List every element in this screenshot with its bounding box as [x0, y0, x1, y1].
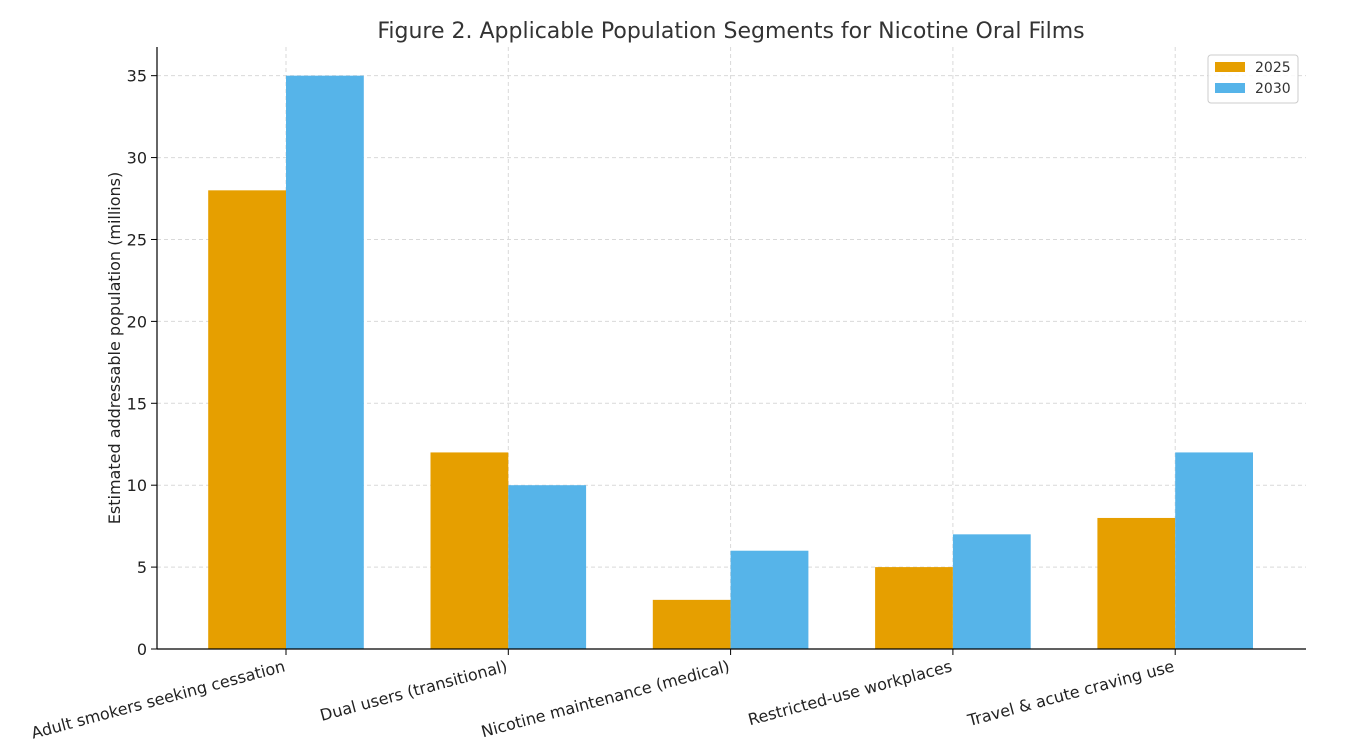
y-axis-label: Estimated addressable population (millio… [105, 172, 124, 524]
x-tick-label: Restricted-use workplaces [746, 657, 954, 730]
y-tick-label: 30 [127, 149, 147, 168]
x-tick-label: Nicotine maintenance (medical) [479, 657, 731, 742]
x-tick-label: Travel & acute craving use [965, 657, 1177, 731]
bar-2030-0 [286, 75, 364, 649]
y-tick-label: 20 [127, 312, 147, 331]
legend-swatch-2025 [1215, 62, 1245, 72]
legend: 2025 2030 [1207, 54, 1299, 104]
bars [208, 75, 1253, 650]
y-tick-label: 0 [137, 640, 147, 659]
y-tick-label: 15 [127, 394, 147, 413]
bar-2030-4 [1175, 452, 1253, 649]
bar-2025-2 [652, 599, 731, 649]
x-tick-label: Adult smokers seeking cessation [29, 657, 287, 743]
legend-swatch-2030 [1215, 83, 1245, 93]
bar-2025-3 [875, 567, 953, 649]
y-tick-label: 5 [137, 558, 147, 577]
axes [151, 47, 1306, 655]
bar-2030-2 [730, 550, 809, 649]
bar-2025-0 [208, 190, 286, 650]
x-tick-label: Dual users (transitional) [318, 657, 509, 725]
y-tick-label: 25 [127, 230, 147, 249]
bar-2025-1 [430, 452, 509, 649]
bar-2025-4 [1097, 517, 1176, 649]
chart-title: Figure 2. Applicable Population Segments… [377, 19, 1084, 44]
y-tick-label: 10 [127, 476, 147, 495]
bar-2030-3 [952, 534, 1031, 649]
bar-2030-1 [508, 485, 587, 649]
legend-label-2030: 2030 [1255, 81, 1291, 97]
legend-label-2025: 2025 [1255, 60, 1291, 76]
y-tick-label: 35 [127, 67, 147, 86]
